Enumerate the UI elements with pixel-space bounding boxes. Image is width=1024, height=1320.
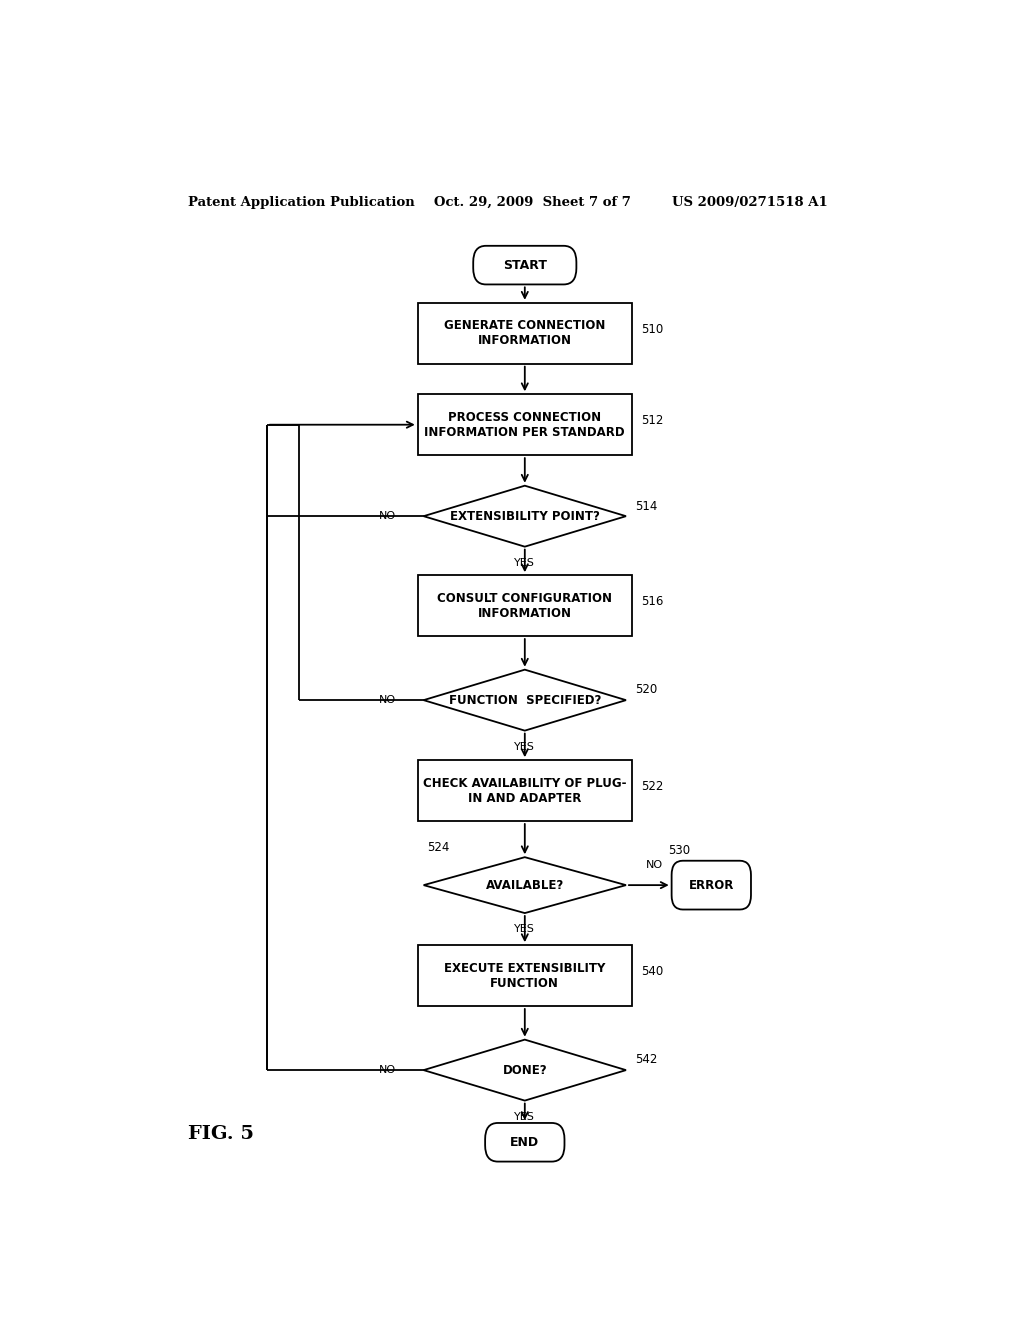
Text: CHECK AVAILABILITY OF PLUG-
IN AND ADAPTER: CHECK AVAILABILITY OF PLUG- IN AND ADAPT… (423, 776, 627, 805)
FancyBboxPatch shape (418, 395, 632, 455)
Text: 512: 512 (641, 414, 664, 428)
FancyBboxPatch shape (418, 760, 632, 821)
Text: EXTENSIBILITY POINT?: EXTENSIBILITY POINT? (450, 510, 600, 523)
Text: NO: NO (379, 696, 396, 705)
Text: YES: YES (514, 558, 536, 568)
Text: DONE?: DONE? (503, 1064, 547, 1077)
Text: AVAILABLE?: AVAILABLE? (485, 879, 564, 891)
FancyBboxPatch shape (473, 246, 577, 284)
Text: US 2009/0271518 A1: US 2009/0271518 A1 (672, 195, 827, 209)
Text: START: START (503, 259, 547, 272)
Text: 542: 542 (636, 1053, 657, 1067)
Text: YES: YES (514, 924, 536, 935)
FancyBboxPatch shape (418, 945, 632, 1006)
Text: CONSULT CONFIGURATION
INFORMATION: CONSULT CONFIGURATION INFORMATION (437, 591, 612, 619)
Text: 540: 540 (641, 965, 664, 978)
Text: 516: 516 (641, 595, 664, 609)
Text: ERROR: ERROR (688, 879, 734, 891)
Text: NO: NO (379, 1065, 396, 1074)
Text: 510: 510 (641, 322, 664, 335)
Text: 524: 524 (428, 841, 450, 854)
Text: Patent Application Publication: Patent Application Publication (187, 195, 415, 209)
FancyBboxPatch shape (672, 861, 751, 909)
FancyBboxPatch shape (418, 576, 632, 636)
Text: PROCESS CONNECTION
INFORMATION PER STANDARD: PROCESS CONNECTION INFORMATION PER STAND… (425, 411, 625, 438)
Polygon shape (424, 1040, 626, 1101)
Text: EXECUTE EXTENSIBILITY
FUNCTION: EXECUTE EXTENSIBILITY FUNCTION (444, 961, 605, 990)
Text: END: END (510, 1135, 540, 1148)
Text: GENERATE CONNECTION
INFORMATION: GENERATE CONNECTION INFORMATION (444, 319, 605, 347)
Polygon shape (424, 857, 626, 913)
Text: YES: YES (514, 742, 536, 752)
Text: FUNCTION  SPECIFIED?: FUNCTION SPECIFIED? (449, 693, 601, 706)
Polygon shape (424, 669, 626, 731)
Text: FIG. 5: FIG. 5 (187, 1125, 254, 1143)
FancyBboxPatch shape (485, 1123, 564, 1162)
Polygon shape (424, 486, 626, 546)
Text: 520: 520 (636, 684, 657, 697)
Text: NO: NO (646, 859, 663, 870)
FancyBboxPatch shape (418, 302, 632, 364)
Text: 514: 514 (636, 499, 657, 512)
Text: NO: NO (379, 511, 396, 521)
Text: Oct. 29, 2009  Sheet 7 of 7: Oct. 29, 2009 Sheet 7 of 7 (433, 195, 631, 209)
Text: 522: 522 (641, 780, 664, 793)
Text: 530: 530 (668, 843, 690, 857)
Text: YES: YES (514, 1111, 536, 1122)
